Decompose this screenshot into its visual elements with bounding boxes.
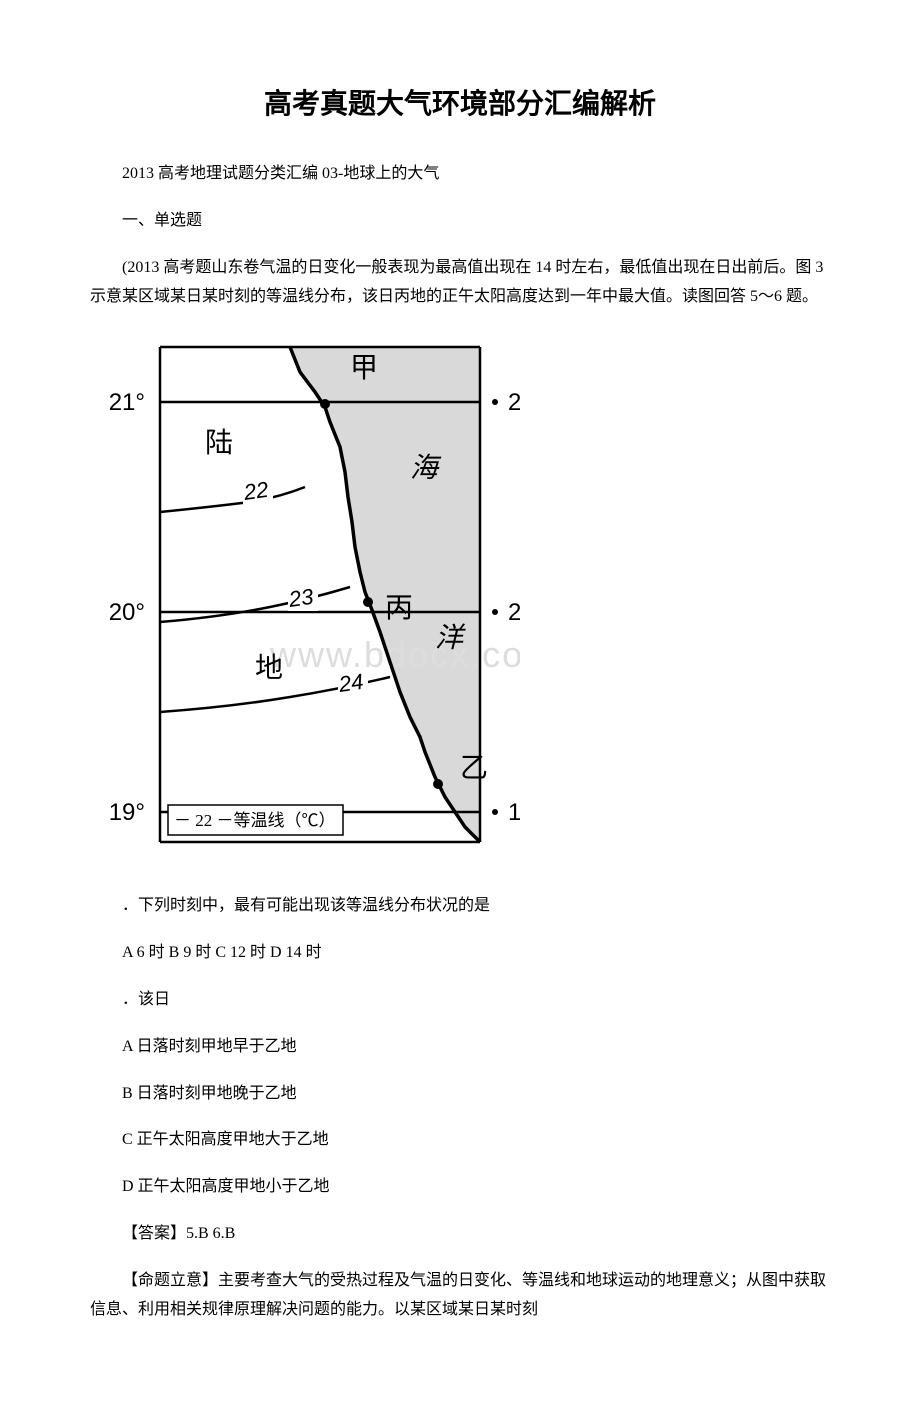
intro-line-2: 一、单选题 <box>90 207 830 236</box>
svg-text:陆: 陆 <box>205 427 233 459</box>
svg-text:20°: 20° <box>508 599 520 626</box>
q6-optC: C 正午太阳高度甲地大于乙地 <box>90 1126 830 1155</box>
explanation: 【命题立意】主要考查大气的受热过程及气温的日变化、等温线和地球运动的地理意义；从… <box>90 1267 830 1325</box>
svg-text:21°: 21° <box>508 389 520 416</box>
svg-text:24: 24 <box>336 668 365 696</box>
svg-text:地: 地 <box>255 652 283 684</box>
svg-text:海: 海 <box>410 453 442 484</box>
question-context: (2013 高考题山东卷气温的日变化一般表现为最高值出现在 14 时左右，最低值… <box>90 254 830 312</box>
svg-text:22: 22 <box>241 476 270 504</box>
q5-options: A 6 时 B 9 时 C 12 时 D 14 时 <box>90 939 830 968</box>
svg-text:19°: 19° <box>508 799 520 826</box>
svg-text:20°: 20° <box>109 599 145 626</box>
intro-line-1: 2013 高考地理试题分类汇编 03-地球上的大气 <box>90 160 830 189</box>
q6-stem: ．该日 <box>90 986 830 1015</box>
svg-text:19°: 19° <box>109 799 145 826</box>
page-title: 高考真题大气环境部分汇编解析 <box>90 80 830 130</box>
isotherm-diagram: www.bdocx.com 21° 21° 20° 20° 19° 19° 22 23 24 甲陆海… <box>90 332 830 863</box>
q6-optB: B 日落时刻甲地晚于乙地 <box>90 1080 830 1109</box>
svg-text:23: 23 <box>286 583 315 611</box>
svg-text:21°: 21° <box>109 389 145 416</box>
svg-text:洋: 洋 <box>435 623 466 654</box>
svg-text:－ 22 －等温线（℃）: － 22 －等温线（℃） <box>174 811 336 830</box>
svg-text:丙: 丙 <box>385 593 413 624</box>
q6-optA: A 日落时刻甲地早于乙地 <box>90 1033 830 1062</box>
answer: 【答案】5.B 6.B <box>90 1220 830 1249</box>
q6-optD: D 正午太阳高度甲地小于乙地 <box>90 1173 830 1202</box>
svg-text:乙: 乙 <box>460 753 488 784</box>
svg-text:www.bdocx.com: www.bdocx.com <box>269 634 520 675</box>
svg-text:甲: 甲 <box>350 353 378 384</box>
diagram-svg: www.bdocx.com 21° 21° 20° 20° 19° 19° 22 23 24 甲陆海… <box>90 332 520 852</box>
q5-stem: ．下列时刻中，最有可能出现该等温线分布状况的是 <box>90 892 830 921</box>
